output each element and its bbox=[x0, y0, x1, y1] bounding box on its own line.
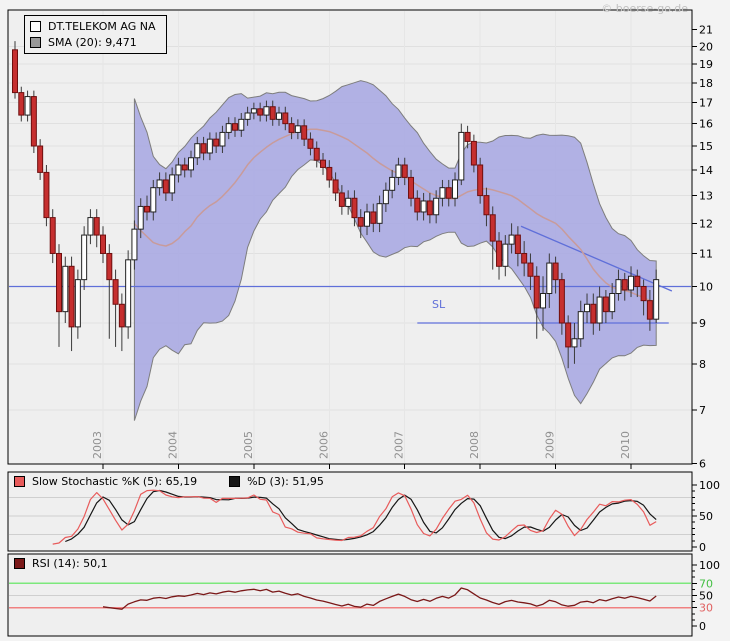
stochastic-d-swatch-icon bbox=[229, 476, 241, 487]
svg-text:11: 11 bbox=[699, 247, 713, 260]
stochastic-k-swatch-icon bbox=[14, 476, 25, 487]
stochastic-k-label: Slow Stochastic %K (5): 65,19 bbox=[32, 475, 198, 488]
svg-text:2010: 2010 bbox=[619, 431, 632, 459]
svg-text:0: 0 bbox=[699, 620, 706, 633]
svg-text:70: 70 bbox=[699, 577, 713, 590]
legend-row-sma: SMA (20): 9,471 bbox=[30, 34, 156, 50]
stochastic-d-label: %D (3): 51,95 bbox=[247, 475, 324, 488]
stochastic-legend: Slow Stochastic %K (5): 65,19 %D (3): 51… bbox=[14, 475, 324, 488]
stochastic-d-legend-item: %D (3): 51,95 bbox=[229, 475, 324, 488]
svg-text:50: 50 bbox=[699, 590, 713, 603]
price-chart-legend: DT.TELEKOM AG NA SMA (20): 9,471 bbox=[24, 15, 167, 54]
rsi-label: RSI (14): 50,1 bbox=[32, 557, 108, 570]
symbol-label: DT.TELEKOM AG NA bbox=[48, 19, 156, 33]
svg-text:2005: 2005 bbox=[242, 431, 255, 459]
stop-loss-annotation: SL bbox=[432, 298, 446, 311]
svg-text:14: 14 bbox=[699, 164, 713, 177]
svg-text:13: 13 bbox=[699, 190, 713, 203]
svg-text:19: 19 bbox=[699, 58, 713, 71]
svg-text:50: 50 bbox=[699, 510, 713, 523]
svg-text:0: 0 bbox=[699, 541, 706, 554]
svg-text:100: 100 bbox=[699, 479, 720, 492]
svg-text:15: 15 bbox=[699, 140, 713, 153]
svg-text:2006: 2006 bbox=[317, 431, 330, 459]
svg-text:30: 30 bbox=[699, 602, 713, 615]
svg-text:16: 16 bbox=[699, 118, 713, 131]
svg-text:20: 20 bbox=[699, 40, 713, 53]
legend-row-symbol: DT.TELEKOM AG NA bbox=[30, 18, 156, 34]
symbol-swatch-icon bbox=[30, 20, 41, 32]
copyright-watermark: © boerse-go.de bbox=[601, 2, 688, 15]
rsi-swatch-icon bbox=[14, 558, 25, 569]
svg-text:100: 100 bbox=[699, 559, 720, 572]
svg-text:12: 12 bbox=[699, 217, 713, 230]
svg-text:2008: 2008 bbox=[468, 431, 481, 459]
svg-text:10: 10 bbox=[699, 280, 713, 293]
stochastic-k-legend-item: Slow Stochastic %K (5): 65,19 bbox=[14, 475, 197, 488]
svg-text:7: 7 bbox=[699, 404, 706, 417]
sma-label: SMA (20): 9,471 bbox=[48, 35, 137, 49]
rsi-legend: RSI (14): 50,1 bbox=[14, 557, 108, 570]
svg-text:21: 21 bbox=[699, 23, 713, 36]
svg-text:2003: 2003 bbox=[91, 431, 104, 459]
svg-text:6: 6 bbox=[699, 458, 706, 471]
svg-text:18: 18 bbox=[699, 77, 713, 90]
svg-text:2004: 2004 bbox=[166, 431, 179, 459]
svg-text:8: 8 bbox=[699, 358, 706, 371]
rsi-legend-item: RSI (14): 50,1 bbox=[14, 557, 108, 570]
svg-text:17: 17 bbox=[699, 97, 713, 110]
svg-text:2009: 2009 bbox=[544, 431, 557, 459]
svg-text:2007: 2007 bbox=[393, 431, 406, 459]
svg-text:9: 9 bbox=[699, 317, 706, 330]
sma-swatch-icon bbox=[30, 36, 41, 48]
